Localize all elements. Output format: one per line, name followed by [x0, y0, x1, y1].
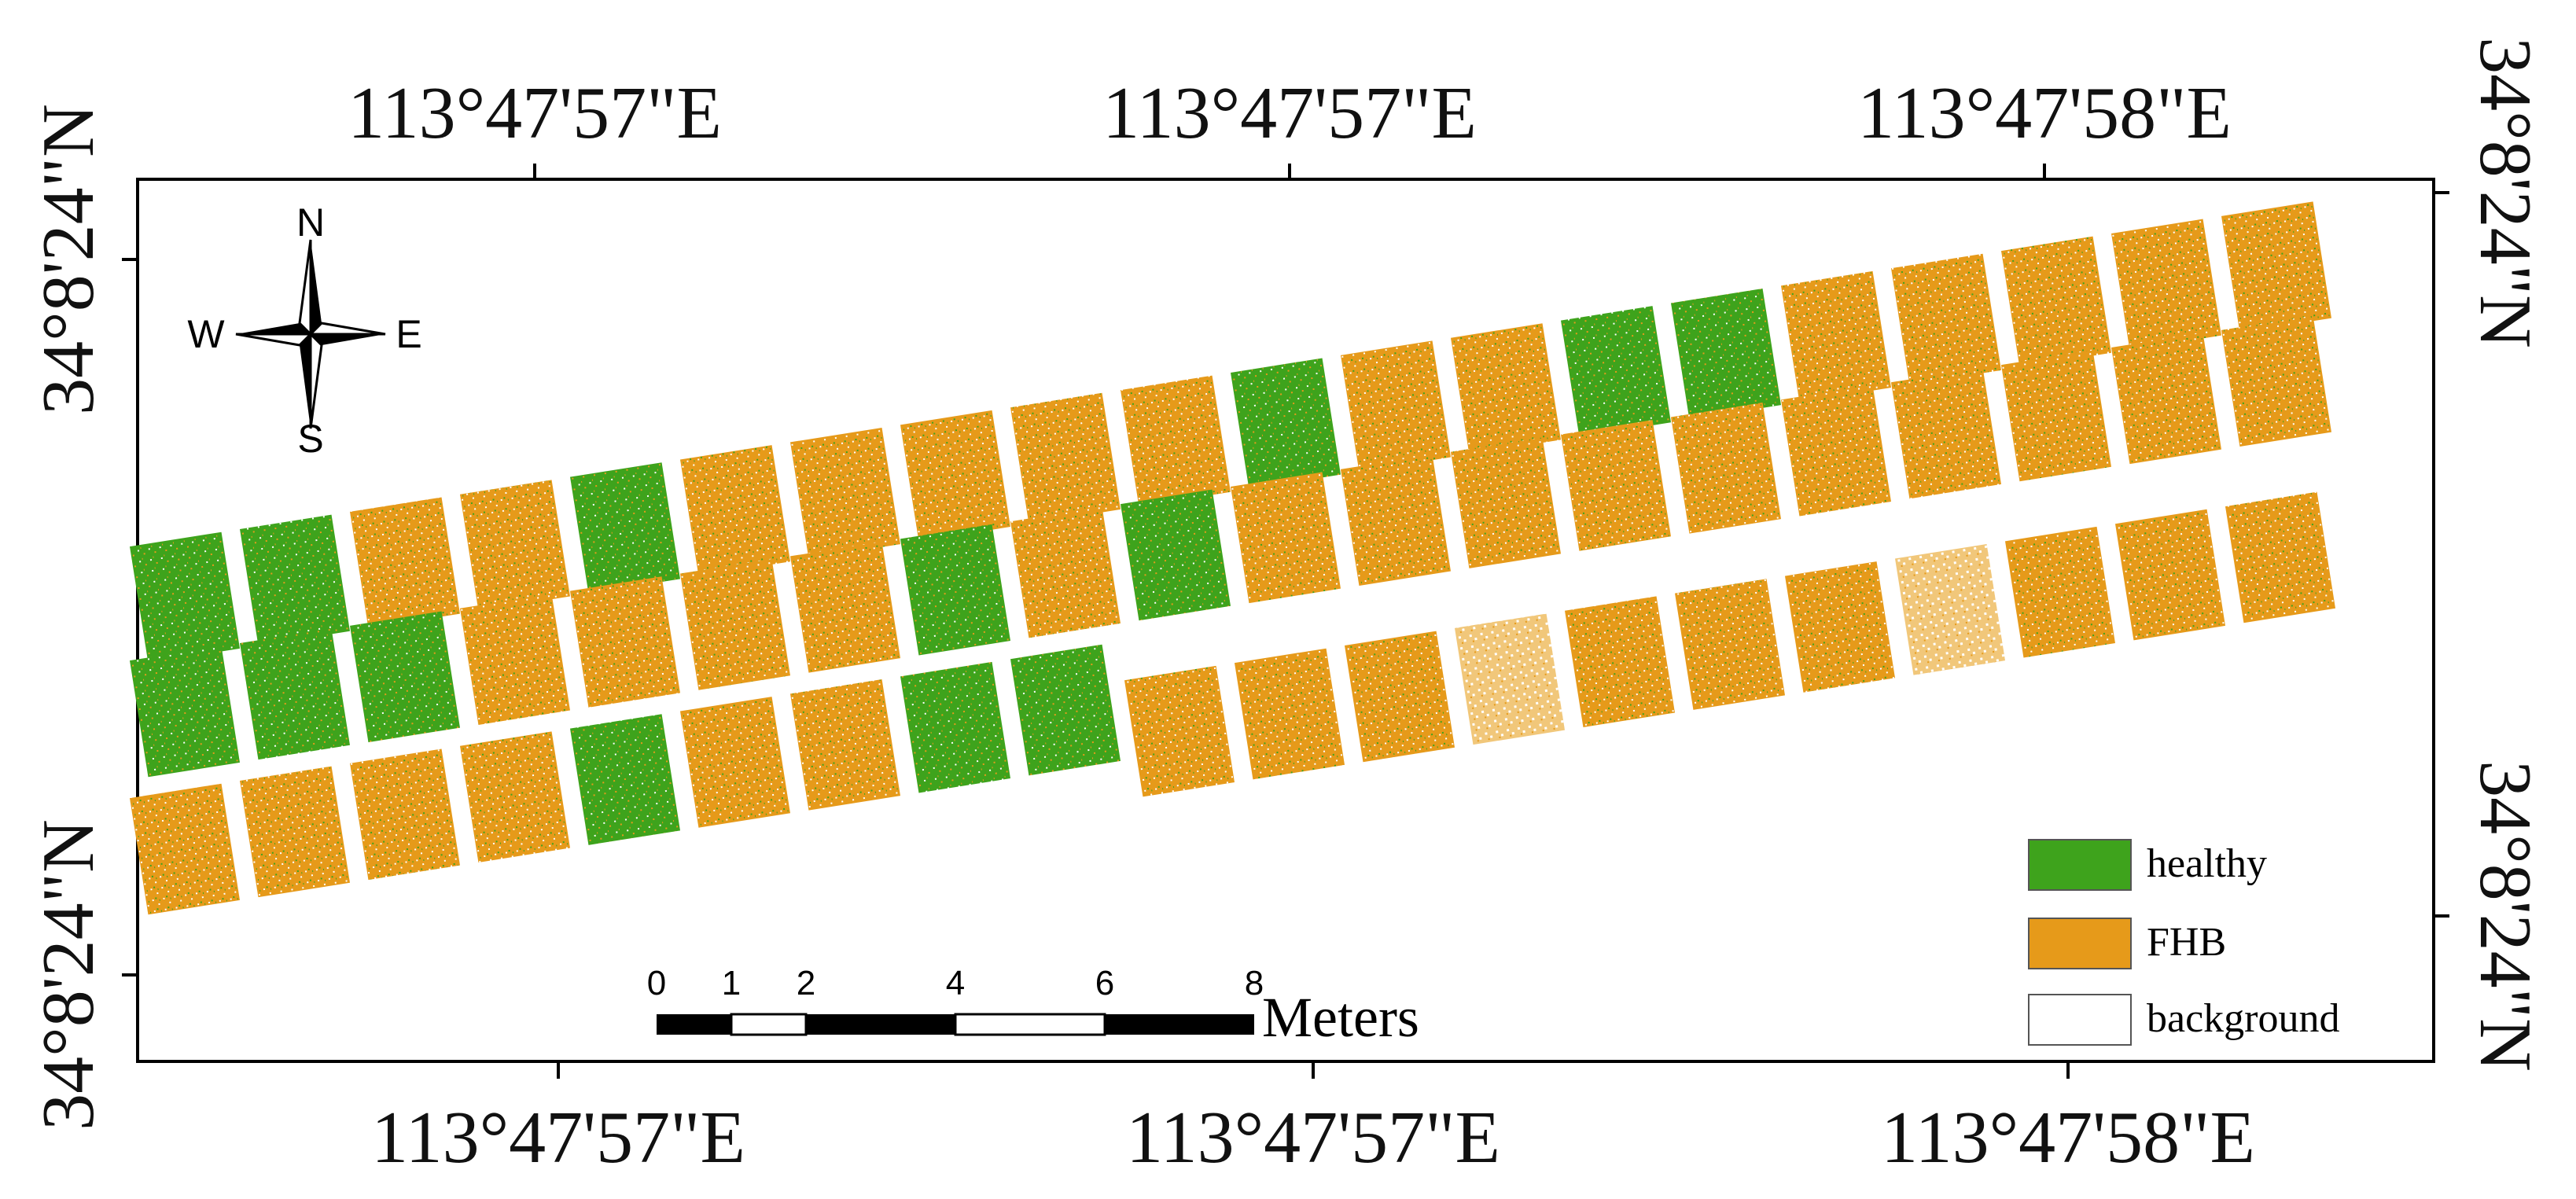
- top-longitude-label: 113°47'57"E: [1102, 72, 1477, 154]
- field-plot: [2114, 509, 2226, 641]
- field-plots: [129, 201, 2336, 915]
- bottom-longitude-label: 113°47'57"E: [1126, 1097, 1500, 1179]
- field-plot: [1784, 561, 1896, 693]
- field-plot: [569, 462, 681, 594]
- left-graticule-ticks: [122, 258, 138, 976]
- field-plot: [459, 731, 571, 862]
- legend: [2028, 839, 2132, 1046]
- field-plot: [1890, 253, 2002, 385]
- scale-tick-label: 0: [647, 964, 666, 1002]
- field-plot: [900, 661, 1011, 793]
- field-plot: [459, 480, 571, 611]
- field-plot: [789, 541, 901, 673]
- field-plot: [2004, 526, 2116, 658]
- field-plot: [1230, 358, 1341, 490]
- field-plot: [900, 524, 1011, 656]
- field-plot: [1780, 270, 1892, 403]
- field-plot: [2000, 350, 2112, 482]
- field-plot: [239, 514, 351, 646]
- legend-label-background: background: [2147, 996, 2339, 1041]
- field-plot: [1450, 323, 1562, 454]
- left-latitude-label: 34°8'24"N: [28, 819, 109, 1131]
- right-graticule-ticks: [2434, 191, 2449, 918]
- field-plot: [129, 645, 241, 778]
- scale-tick-label: 4: [946, 964, 965, 1002]
- field-plot: [679, 559, 791, 690]
- left-latitude-label: 34°8'24"N: [28, 104, 109, 415]
- field-plot: [239, 766, 351, 898]
- legend-label-fhb: FHB: [2147, 920, 2226, 965]
- field-plot: [1564, 596, 1676, 727]
- field-plot: [1120, 489, 1231, 621]
- field-plot: [1010, 506, 1121, 638]
- scale-tick-label: 8: [1245, 964, 1264, 1002]
- field-plot: [459, 594, 571, 725]
- bottom-longitude-label: 113°47'57"E: [371, 1097, 745, 1179]
- compass-east-label: E: [396, 312, 421, 356]
- legend-swatch-healthy: [2028, 839, 2132, 891]
- field-plot: [1670, 289, 1782, 420]
- field-plot: [1560, 420, 1672, 551]
- field-plot: [2221, 315, 2332, 447]
- field-plot: [1670, 403, 1782, 534]
- compass-south-label: S: [297, 417, 323, 461]
- field-plot: [2110, 219, 2222, 351]
- field-plot: [1010, 392, 1121, 524]
- field-plot: [789, 679, 901, 811]
- field-plot: [1450, 437, 1562, 568]
- scale-bar: [657, 1013, 1254, 1036]
- field-plot: [349, 611, 461, 743]
- field-plot: [1340, 454, 1452, 586]
- bottom-graticule-ticks: [557, 1061, 2070, 1079]
- legend-label-healthy: healthy: [2147, 841, 2267, 886]
- field-plot: [1120, 375, 1231, 507]
- field-plot: [1780, 384, 1892, 517]
- field-plot: [1124, 665, 1235, 797]
- compass-rose-icon: [235, 239, 386, 429]
- field-plot: [900, 410, 1011, 542]
- field-plot: [569, 714, 681, 845]
- field-plot: [1234, 648, 1345, 780]
- field-plot: [1010, 644, 1121, 776]
- top-longitude-label: 113°47'57"E: [348, 72, 722, 154]
- top-longitude-label: 113°47'58"E: [1857, 72, 2232, 154]
- compass-west-label: W: [187, 312, 225, 356]
- top-graticule-ticks: [533, 164, 2046, 179]
- field-plot: [1674, 579, 1786, 710]
- field-plot: [129, 783, 241, 915]
- field-plot: [1890, 367, 2002, 499]
- field-plot: [1340, 340, 1452, 472]
- scale-unit-label: Meters: [1262, 986, 1419, 1049]
- scale-tick-label: 6: [1095, 964, 1114, 1002]
- field-plot: [2000, 236, 2112, 368]
- field-plot: [2110, 333, 2222, 465]
- field-plot: [1894, 543, 2006, 675]
- field-plot: [679, 697, 791, 828]
- field-plot: [349, 497, 461, 629]
- right-latitude-label: 34°8'24"N: [2464, 37, 2546, 348]
- field-plot: [679, 445, 791, 576]
- field-plot: [2225, 491, 2336, 623]
- field-plot: [789, 427, 901, 559]
- field-plot: [1560, 306, 1672, 437]
- field-plot: [1454, 613, 1566, 745]
- field-plot: [349, 748, 461, 881]
- scale-tick-label: 2: [797, 964, 815, 1002]
- legend-swatch-background: [2028, 994, 2132, 1046]
- field-plot: [2221, 201, 2332, 333]
- compass-north-label: N: [296, 200, 325, 245]
- scale-tick-label: 1: [722, 964, 741, 1002]
- field-plot: [129, 531, 241, 664]
- field-plot: [239, 628, 351, 760]
- field-plot: [1230, 472, 1341, 604]
- right-latitude-label: 34°8'24"N: [2464, 760, 2546, 1072]
- legend-swatch-fhb: [2028, 918, 2132, 969]
- bottom-longitude-label: 113°47'58"E: [1881, 1097, 2255, 1179]
- field-plot: [1344, 631, 1455, 763]
- field-plot: [569, 576, 681, 708]
